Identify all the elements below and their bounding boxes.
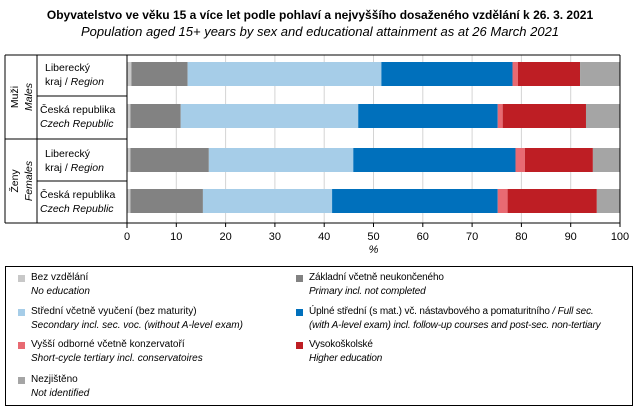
bar-segment <box>515 148 525 172</box>
group-label: Ženy <box>8 169 21 193</box>
x-tick-label: 40 <box>318 231 330 243</box>
category-label: Liberecký <box>45 148 91 160</box>
category-label-en: kraj / Region <box>45 76 104 88</box>
bar-segment <box>585 104 620 128</box>
legend-label: Vyšší odborné včetně konzervatoří <box>31 339 185 350</box>
legend-swatch <box>18 275 25 282</box>
legend-label: Střední včetně vyučení (bez maturity) <box>31 306 197 317</box>
x-tick-label: 70 <box>466 231 478 243</box>
category-label: Česká republika <box>40 188 115 201</box>
legend-item-not-identified: Nezjištěno Not identified <box>18 373 90 401</box>
legend-swatch <box>18 342 25 349</box>
x-tick-label: 20 <box>219 231 231 243</box>
bar-segment <box>130 189 203 213</box>
legend-label-en: (with A-level exam) incl. follow-up cour… <box>309 320 601 331</box>
chart-subtitle: Population aged 15+ years by sex and edu… <box>80 24 560 39</box>
legend-label: Základní včetně neukončeného <box>309 272 444 283</box>
x-tick-label: 60 <box>417 231 429 243</box>
x-tick-label: 10 <box>170 231 182 243</box>
legend: Bez vzdělání No education Základní včetně… <box>5 266 633 406</box>
x-tick-label: 90 <box>565 231 577 243</box>
legend-label-en-head: / Full sec. <box>552 306 594 317</box>
bar-segment <box>517 62 581 86</box>
stacked-bar-chart: Liberecký kraj / Region Česká republika Cze… <box>4 54 629 256</box>
bar-segment <box>127 189 131 213</box>
legend-label: Úplné střední (s mat.) vč. nástavbového … <box>309 306 550 317</box>
bar-segment <box>131 62 188 86</box>
legend-label: Nezjištěno <box>31 374 78 385</box>
bar-segment <box>208 148 354 172</box>
legend-item-higher-education: Vysokoškolské Higher education <box>296 338 383 366</box>
bar-segment <box>381 62 513 86</box>
legend-label-en: Secondary incl. sec. voc. (without A-lev… <box>31 320 243 331</box>
group-label-en: Females <box>23 160 35 201</box>
bar-segment <box>502 104 586 128</box>
legend-label-en: Short-cycle tertiary incl. conservatoire… <box>31 353 203 364</box>
x-axis-label: % <box>369 244 379 256</box>
bar-segment <box>202 189 333 213</box>
bar-segment <box>497 189 508 213</box>
legend-swatch <box>296 275 303 282</box>
bar-segment <box>524 148 593 172</box>
legend-item-primary: Základní včetně neukončeného Primary incl… <box>296 271 444 299</box>
legend-swatch <box>18 309 25 316</box>
chart-title: Obyvatelstvo ve věku 15 a více let podle… <box>46 8 594 22</box>
legend-label-en: No education <box>31 286 90 297</box>
category-label-en: Czech Republic <box>40 118 114 130</box>
bar-segment <box>187 62 382 86</box>
bar-segment <box>592 148 620 172</box>
legend-swatch <box>296 342 303 349</box>
bar-segment <box>332 189 498 213</box>
bar-segment <box>180 104 359 128</box>
bar-segment <box>580 62 620 86</box>
legend-swatch <box>296 309 303 316</box>
x-tick-label: 80 <box>515 231 527 243</box>
x-tick-label: 50 <box>367 231 379 243</box>
bar-segment <box>353 148 516 172</box>
legend-label-en: Not identified <box>31 388 90 399</box>
bar-segment <box>512 62 518 86</box>
group-label-en: Males <box>23 82 35 111</box>
legend-item-full-secondary: Úplné střední (s mat.) vč. nástavbového … <box>296 305 601 333</box>
legend-label: Bez vzdělání <box>31 272 89 283</box>
legend-item-short-cycle-tertiary: Vyšší odborné včetně konzervatoří Short-c… <box>18 338 203 366</box>
category-label: Česká republika <box>40 103 115 116</box>
x-tick-label: 0 <box>124 231 130 243</box>
bar-segment <box>596 189 620 213</box>
group-label: Muži <box>9 86 21 108</box>
category-label-en: Czech Republic <box>40 203 114 215</box>
x-tick-label: 100 <box>611 231 629 243</box>
bar-segment <box>127 62 132 86</box>
bar-segment <box>127 104 131 128</box>
bar-segment <box>358 104 498 128</box>
legend-label-en: Higher education <box>309 353 383 364</box>
bar-segment <box>130 104 181 128</box>
bar-segment <box>497 104 503 128</box>
category-label-en: kraj / Region <box>45 162 104 174</box>
legend-item-secondary: Střední včetně vyučení (bez maturity) Sec… <box>18 305 243 333</box>
bar-segment <box>127 148 131 172</box>
legend-label: Vysokoškolské <box>309 339 373 350</box>
bar-segment <box>507 189 597 213</box>
bar-segment <box>130 148 209 172</box>
legend-item-no-education: Bez vzdělání No education <box>18 271 90 299</box>
x-tick-label: 30 <box>269 231 281 243</box>
legend-swatch <box>18 377 25 384</box>
legend-label-en: Primary incl. not completed <box>309 286 426 297</box>
category-label: Liberecký <box>45 62 91 74</box>
